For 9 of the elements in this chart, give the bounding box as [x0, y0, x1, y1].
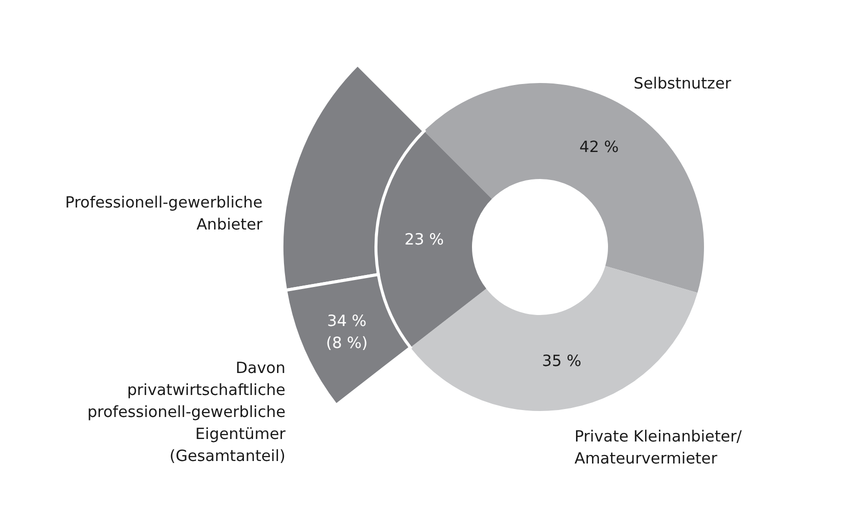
donut-slice — [410, 266, 698, 411]
data-label: 23 % — [404, 230, 444, 249]
slice-label: Selbstnutzer — [634, 74, 732, 93]
data-label: 35 % — [542, 352, 582, 370]
slice-label: Private Kleinanbieter/ Amateurvermieter — [574, 428, 743, 468]
data-label: 42 % — [579, 138, 619, 156]
slice-label: Professionell-gewerbliche Anbieter — [65, 194, 264, 234]
slice-label: Davon privatwirtschaftliche professionell-gewerbliche Eigentümer (Gesamtanteil) — [87, 358, 286, 465]
data-label: 34 % (8 %) — [326, 312, 368, 352]
